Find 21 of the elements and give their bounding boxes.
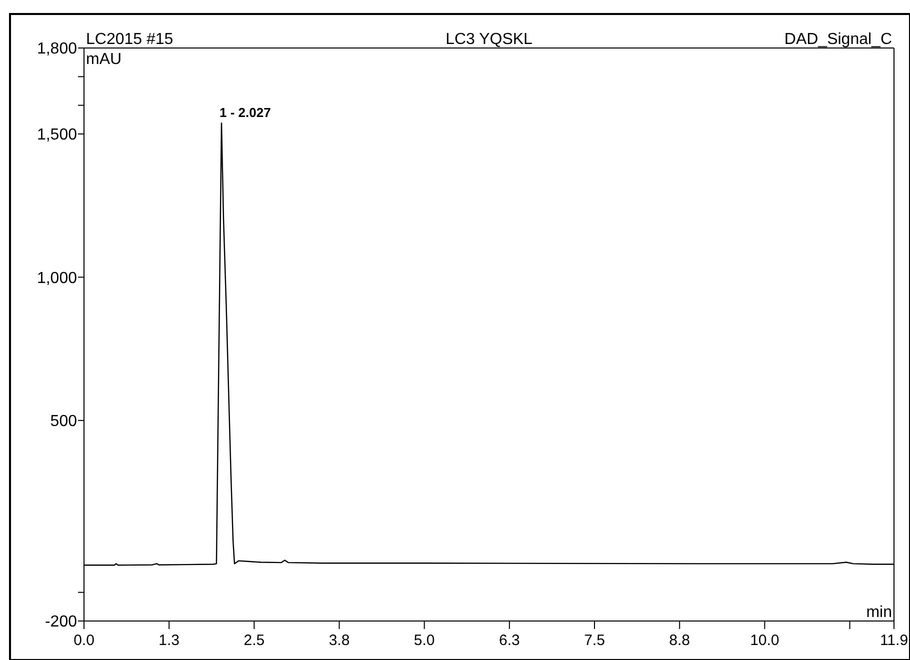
x-axis-title: min xyxy=(866,604,892,621)
x-tick-label: 3.8 xyxy=(328,632,350,649)
chart-subtitle: LC2015 #15 xyxy=(86,31,174,48)
annotation: 1 - 2.027 xyxy=(219,105,271,120)
y-axis-title: mAU xyxy=(86,51,122,68)
x-tick-label: 1.3 xyxy=(158,632,180,649)
text: DAD_Signal_C xyxy=(784,31,892,48)
y-tick-label: 500 xyxy=(50,413,78,430)
chart-title: LC3 YQSKL xyxy=(446,31,533,48)
x-tick-label: 6.3 xyxy=(498,632,520,649)
y-tick-label: 1,500 xyxy=(36,126,78,144)
x-tick-label: 7.5 xyxy=(584,632,605,649)
x-tick-label: 5.0 xyxy=(414,632,435,649)
x-tick-label: 2.5 xyxy=(244,632,265,649)
x-tick-label: 11.9 xyxy=(880,632,908,649)
x-tick-label: 8.8 xyxy=(669,632,690,649)
y-tick-label: -200 xyxy=(44,614,78,631)
y-tick-label: 1,000 xyxy=(36,270,78,287)
y-tick-label: 1,800 xyxy=(36,40,78,58)
x-tick-label: 0.0 xyxy=(74,632,94,649)
x-tick-label: 10.0 xyxy=(750,632,780,649)
